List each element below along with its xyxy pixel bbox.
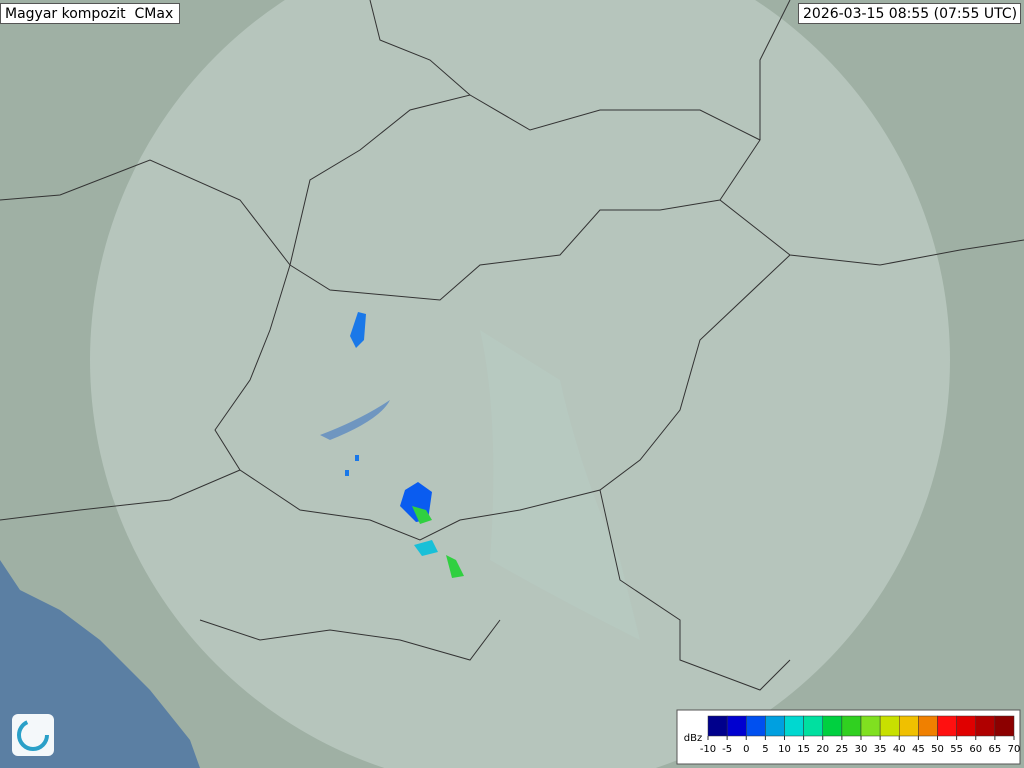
- plain: [480, 330, 640, 640]
- legend-tick-label: 10: [778, 744, 791, 755]
- legend-swatch: [994, 715, 1015, 737]
- legend-swatch: [975, 715, 996, 737]
- legend-swatch: [937, 715, 957, 737]
- echo: [345, 470, 349, 476]
- legend-tick-label: 50: [931, 744, 944, 755]
- legend-swatch: [918, 715, 938, 737]
- legend-tick-label: 25: [836, 744, 849, 755]
- legend-tick-label: 65: [989, 744, 1002, 755]
- legend-swatch: [746, 715, 766, 737]
- echo: [446, 555, 464, 578]
- legend-tick-label: 55: [950, 744, 963, 755]
- legend-swatch: [879, 715, 900, 737]
- legend-swatch: [707, 715, 728, 737]
- legend-swatch: [784, 715, 804, 737]
- echo: [412, 506, 432, 524]
- legend-tick-label: 30: [855, 744, 868, 755]
- legend-tick-label: 70: [1008, 744, 1021, 755]
- legend-tick-label: 15: [797, 744, 810, 755]
- echo: [355, 455, 359, 461]
- legend-swatch: [841, 715, 862, 737]
- legend-swatch: [765, 715, 785, 737]
- radar-echoes: [345, 312, 464, 578]
- echo: [414, 540, 438, 556]
- legend-swatch: [860, 715, 881, 737]
- legend-tick-label: 60: [969, 744, 982, 755]
- legend-swatch: [956, 715, 976, 737]
- legend-swatch: [803, 715, 823, 737]
- legend-tick-label: 0: [743, 744, 749, 755]
- legend-swatch: [726, 715, 747, 737]
- legend-swatch: [822, 715, 843, 737]
- legend-tick-label: 40: [893, 744, 906, 755]
- timestamp: 2026-03-15 08:55 (07:55 UTC): [798, 3, 1021, 24]
- legend-swatch: [899, 715, 919, 737]
- legend-tick-label: 35: [874, 744, 887, 755]
- title: Magyar kompozit CMax: [0, 3, 180, 24]
- legend-tick-label: -5: [722, 744, 732, 755]
- borders: [0, 0, 1024, 691]
- lake: [320, 400, 390, 440]
- legend-tick-label: 45: [912, 744, 925, 755]
- legend-tick-label: 20: [816, 744, 829, 755]
- legend-scale: -10 -5 0 5 10 15 20 25 30 35 40 45 50 55 60 65 70: [700, 715, 1021, 755]
- echo: [350, 312, 366, 348]
- legend-unit: dBz: [684, 733, 702, 744]
- logo: [12, 714, 54, 756]
- legend-tick-label: -10: [700, 744, 716, 755]
- legend-tick-label: 5: [762, 744, 768, 755]
- legend: dBz -10 -5 0 5 10 15 20 25 30 35 40 45 50 55 60 65 70: [676, 709, 1021, 765]
